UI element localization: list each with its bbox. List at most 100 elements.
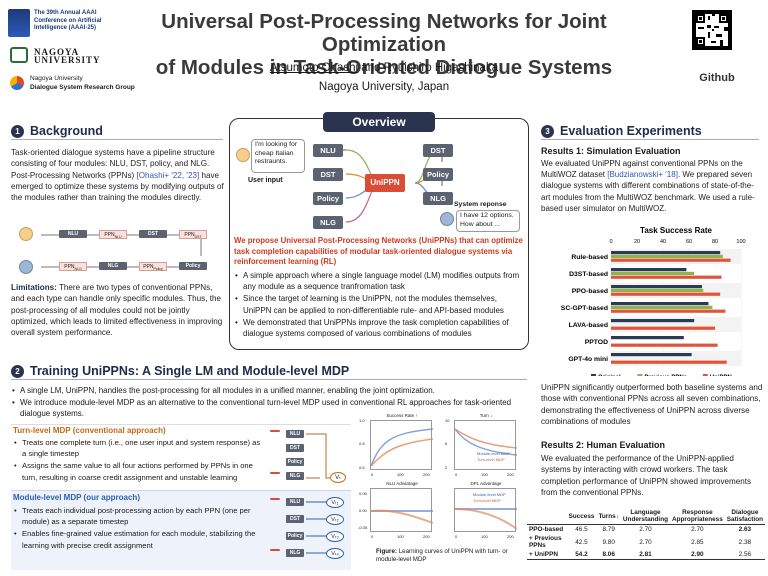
plot-title: Success Rate ↑ xyxy=(386,413,418,418)
bar-original xyxy=(611,285,702,289)
lab-mark-icon xyxy=(10,76,24,90)
learning-curves: Success Rate ↑ 1.0 0.8 0.6 0 100 200 Tur… xyxy=(356,413,528,548)
overview-bullets: A simple approach where a single languag… xyxy=(234,270,526,340)
qr-code-icon[interactable] xyxy=(691,9,733,51)
first-author: Atsumoto Ohashi xyxy=(269,62,359,74)
r1-text-b: . We prepared seven dialogue systems wit… xyxy=(541,170,755,213)
bg-text-a: Task-oriented dialogue systems have a pi… xyxy=(11,148,215,180)
training-bullet: We introduce module-level MDP as an alte… xyxy=(11,397,527,419)
tick: 2 xyxy=(445,465,448,470)
training-heading: 2 Training UniPPNs: A Single LM and Modu… xyxy=(11,364,349,378)
citation: [Ohashi+ '22, '23] xyxy=(136,170,200,180)
plot-title: Turn ↓ xyxy=(479,413,493,418)
pipe-policy: Policy xyxy=(179,262,207,270)
td: 2.70 xyxy=(639,538,652,546)
ppn-sub: NLU xyxy=(114,235,122,239)
td: 2.90 xyxy=(691,551,704,558)
system-response-label: System reponse xyxy=(454,201,507,208)
turn-nlu: NLU xyxy=(286,430,304,438)
mod-value: Vₜ₃ xyxy=(326,531,344,542)
plot: Success Rate ↑ 1.0 0.8 0.6 0 100 200 xyxy=(359,413,434,477)
uniPPN-icon xyxy=(270,430,280,432)
bar-unippn xyxy=(611,258,731,262)
r2-text: We evaluated the performance of the UniP… xyxy=(541,454,752,497)
uniPPN-icon xyxy=(270,498,280,500)
r1-after: UniPPN significantly outperformed both b… xyxy=(541,383,763,426)
curve xyxy=(370,509,434,524)
th xyxy=(527,508,567,525)
bar-previous-ppns xyxy=(611,305,713,309)
bar-original xyxy=(611,336,684,340)
ppn-label: PPN xyxy=(64,264,75,270)
bar-unippn xyxy=(611,326,715,330)
td: 2.63 xyxy=(738,526,752,533)
plot-title: NLU Advantage xyxy=(386,481,418,486)
conf-line: Conference on Artificial xyxy=(34,17,102,24)
limitations-body: There are two types of conventional PPNs… xyxy=(11,283,223,338)
td: 2.56 xyxy=(738,551,752,558)
human-eval-table: Success Turns↓ Language Understanding Re… xyxy=(527,508,765,560)
plot: Turn ↓ 10 6 2 Module-level MDP Turn-leve… xyxy=(445,413,518,477)
overview-nlu: NLU xyxy=(313,144,343,157)
td: 9.80 xyxy=(602,538,615,546)
tick: 200 xyxy=(423,534,430,539)
eval-heading: 3 Evaluation Experiments xyxy=(541,124,702,138)
td: 46.5 xyxy=(575,526,588,533)
section-title: Background xyxy=(30,124,103,138)
section-number: 2 xyxy=(11,364,24,378)
tick: 200 xyxy=(507,472,514,477)
module-level-title: Module-level MDP (our approach) xyxy=(13,493,140,502)
category-label: D3ST-based xyxy=(569,271,608,278)
overview-dst: DST xyxy=(313,168,343,181)
mod-value: Vₜ₄ xyxy=(326,548,344,559)
title-line-2: of Modules in Task-Oriented Dialogue Sys… xyxy=(155,56,613,79)
mod-nlu: NLU xyxy=(286,498,304,506)
bar-original xyxy=(611,302,709,306)
turn-value: Vₜ xyxy=(330,472,346,483)
legend-swatch xyxy=(591,374,596,376)
pipe-dst: DST xyxy=(139,230,167,238)
lab-line: Nagoya University xyxy=(30,75,83,82)
other-authors: and Ryuichiro Higashinaka xyxy=(358,62,499,74)
user-avatar-icon xyxy=(236,148,250,162)
background-text: Task-oriented dialogue systems have a pi… xyxy=(11,147,225,203)
legend-item: Module-level MDP xyxy=(477,451,510,456)
limitations-label: Limitations: xyxy=(11,283,57,292)
mod-value: Vₜ₂ xyxy=(326,514,344,525)
tick: 100 xyxy=(481,472,488,477)
poster-title: Universal Post-Processing Networks for J… xyxy=(110,10,658,79)
overview-right-nlg: NLG xyxy=(423,192,453,205)
x-tick-label: 100 xyxy=(736,239,745,245)
bar-unippn xyxy=(611,309,726,313)
x-tick-label: 20 xyxy=(634,239,640,245)
td: 2.70 xyxy=(639,526,652,533)
turn-policy: Policy xyxy=(286,458,304,466)
curve xyxy=(370,428,434,467)
system-avatar-icon xyxy=(440,212,454,226)
turn-bullet: Treats one complete turn (i.e., one user… xyxy=(13,437,263,459)
category-label: PPTOD xyxy=(585,339,608,346)
x-tick-label: 40 xyxy=(660,239,666,245)
turn-bullet: Assigns the same value to all four actio… xyxy=(13,460,263,482)
overview-right-policy: Policy xyxy=(423,168,453,181)
bar-original xyxy=(611,268,687,272)
turn-dst: DST xyxy=(286,444,304,452)
system-bubble: I have 12 options. How about ... xyxy=(456,210,520,232)
legend-label: UniPPN xyxy=(710,375,732,376)
overview-right-dst: DST xyxy=(423,144,453,157)
section-title: Training UniPPNs: A Single LM and Module… xyxy=(30,364,350,378)
section-number: 3 xyxy=(541,124,554,138)
ppn-sub: Policy xyxy=(153,267,163,271)
github-label[interactable]: Github xyxy=(699,72,735,84)
bar-original xyxy=(611,251,721,255)
uniPPN-icon xyxy=(270,549,280,551)
td: 2.85 xyxy=(691,538,704,546)
r1-text: We evaluated UniPPN against conventional… xyxy=(541,158,759,214)
category-label: LAVA-based xyxy=(569,322,608,329)
user-input-label: User input xyxy=(248,177,283,184)
legend-item: Module-level MDP xyxy=(473,492,506,497)
tick: 0.05 xyxy=(359,491,367,496)
x-tick-label: 0 xyxy=(609,239,612,245)
mod-dst: DST xyxy=(286,515,304,523)
section-title: Evaluation Experiments xyxy=(560,124,702,138)
